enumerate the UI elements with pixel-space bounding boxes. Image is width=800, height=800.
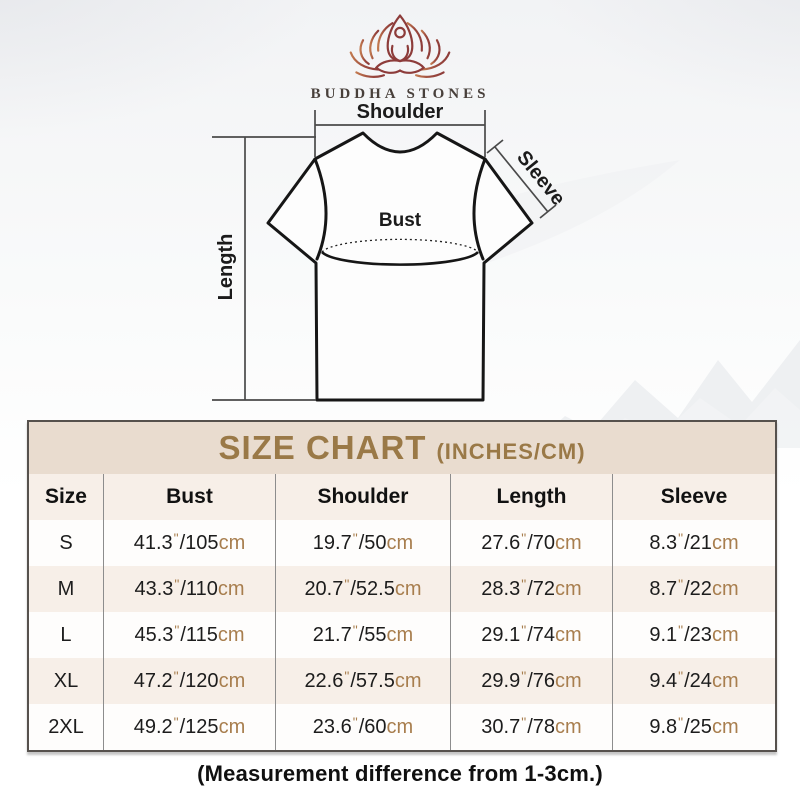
sleeve-measurement-cell: 8.3 "/21 cm bbox=[649, 530, 739, 554]
length-measurement-cell: 29.9 "/76 cm bbox=[451, 658, 613, 704]
shoulder-label: Shoulder bbox=[357, 101, 444, 123]
table-row-M: M 43.3 "/110 cm 20.7 "/52.5 cm 28.3 "/72 cm 8.7 "/2… bbox=[29, 566, 775, 612]
brand-name: BUDDHA STONES bbox=[310, 86, 490, 102]
col-header-size: Size bbox=[29, 474, 104, 520]
col-header-bust: Bust bbox=[104, 474, 276, 520]
bust-measurement-cell: 47.2 "/120 cm bbox=[104, 658, 276, 704]
length-measurement-cell: 30.7 "/78 cm bbox=[451, 704, 613, 750]
shoulder-measurement-cell: 23.6 "/60 cm bbox=[276, 704, 451, 750]
sleeve-measurement-cell: 9.1 "/23 cm bbox=[649, 622, 739, 646]
table-row-XL: XL 47.2 "/120 cm 22.6 "/57.5 cm 29.9 "/76 cm 9.4 " /… bbox=[29, 658, 775, 704]
length-measurement-cell: 27.6 "/70 cm bbox=[451, 520, 613, 566]
table-row-S: S 41.3 "/105 cm 19.7 "/50 cm 27.6 "/70 cm 8.3 "/21 c… bbox=[29, 520, 775, 566]
size-cell: XL bbox=[29, 658, 104, 704]
length-measurement-cell: 29.1 "/74 cm bbox=[451, 612, 613, 658]
col-header-sleeve: Sleeve bbox=[660, 485, 728, 508]
brand-logo-block: BUDDHA STONES bbox=[0, 8, 800, 103]
size-chart-table: SIZE CHART (INCHES/CM) Size Bust Shoulde… bbox=[27, 420, 777, 752]
size-chart-subtitle: (INCHES/CM) bbox=[436, 439, 586, 464]
bust-measurement-cell: 49.2 "/125 cm bbox=[104, 704, 276, 750]
bust-measurement-cell: 43.3 "/110 cm bbox=[104, 566, 276, 612]
shoulder-measurement-cell: 21.7 "/55 cm bbox=[276, 612, 451, 658]
bust-measurement-cell: 45.3 "/115 cm bbox=[104, 612, 276, 658]
bust-label: Bust bbox=[379, 210, 422, 231]
sleeve-measurement-cell: 8.7 "/22 cm bbox=[649, 576, 739, 600]
tshirt-measurement-diagram: Shoulder Length Sleeve Bust bbox=[212, 101, 569, 402]
sleeve-measurement-cell: 9.8 "/25 cm bbox=[649, 714, 739, 738]
size-chart-title: SIZE CHART bbox=[218, 429, 427, 466]
size-cell: 2XL bbox=[29, 704, 104, 750]
sleeve-measure-line bbox=[486, 139, 557, 219]
length-measure-line bbox=[212, 136, 316, 401]
table-row-L: L 45.3 "/115 cm 21.7 "/55 cm 29.1 "/74 cm 9.1 "/23 c… bbox=[29, 612, 775, 658]
table-body: S 41.3 "/105 cm 19.7 "/50 cm 27.6 "/70 cm 8.3 "/21 c… bbox=[29, 520, 775, 750]
shoulder-measurement-cell: 19.7 "/50 cm bbox=[276, 520, 451, 566]
length-label: Length bbox=[215, 234, 237, 301]
lotus-meditation-icon bbox=[349, 14, 451, 78]
table-row-2XL: 2XL 49.2 "/125 cm 23.6 "/60 cm 30.7 "/78 cm 9.8 "/2… bbox=[29, 704, 775, 750]
length-measurement-cell: 28.3 "/72 cm bbox=[451, 566, 613, 612]
bust-line-dotted bbox=[321, 238, 479, 253]
size-chart-title-band: SIZE CHART (INCHES/CM) bbox=[29, 422, 775, 474]
shoulder-measurement-cell: 20.7 "/52.5 cm bbox=[276, 566, 451, 612]
bust-line-solid bbox=[321, 251, 479, 266]
table-header-row: Size Bust Shoulder Length Sleeve bbox=[29, 474, 775, 520]
shoulder-measure-line bbox=[314, 110, 486, 157]
size-cell: M bbox=[29, 566, 104, 612]
bust-measurement-cell: 41.3 "/105 cm bbox=[104, 520, 276, 566]
col-header-shoulder: Shoulder bbox=[276, 474, 451, 520]
measurement-note: (Measurement difference from 1-3cm.) bbox=[197, 761, 603, 786]
col-header-length: Length bbox=[451, 474, 613, 520]
shoulder-measurement-cell: 22.6 "/57.5 cm bbox=[276, 658, 451, 704]
size-cell: L bbox=[29, 612, 104, 658]
size-cell: S bbox=[29, 520, 104, 566]
sleeve-measurement-cell: 9.4 "/24 cm bbox=[649, 668, 739, 692]
